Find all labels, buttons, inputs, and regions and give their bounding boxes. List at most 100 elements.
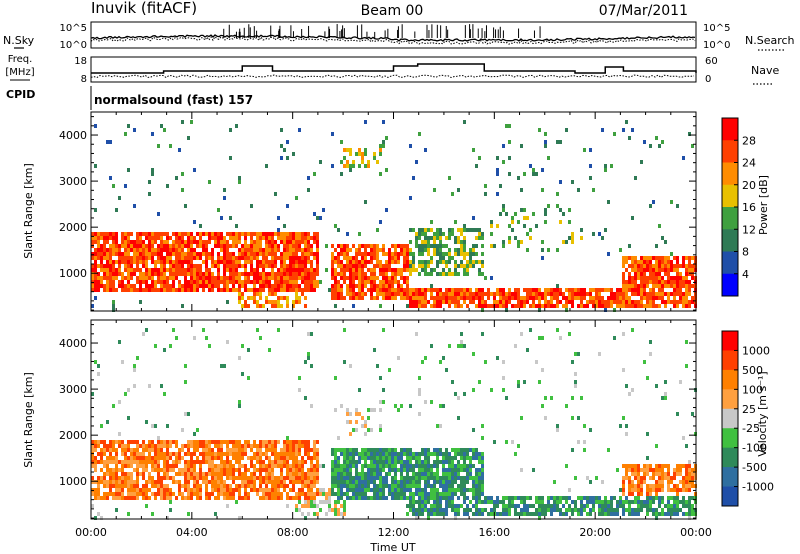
power-cell-652 [232,252,235,256]
power-cell-287 [151,256,154,260]
power-cell-639 [229,252,232,256]
velocity-cell-439 [190,492,193,496]
power-cell-1456 [406,292,409,296]
velocity-cell-1950 [580,512,583,516]
velocity-cell-897 [298,444,301,448]
velocity-cell-1828 [517,384,520,388]
velocity-cell-2175 [664,396,667,400]
velocity-cell-522 [211,460,214,464]
velocity-cell-1496 [427,492,430,496]
power-cell-824 [265,280,268,284]
velocity-cell-818 [280,460,283,464]
velocity-cell-788 [271,492,274,496]
power-cell-1703 [463,292,466,296]
power-cell-355 [166,244,169,248]
power-cell-124 [115,248,118,252]
power-cell-786 [259,248,262,252]
power-cell-1747 [478,156,481,160]
velocity-cell-1012 [322,464,325,468]
velocity-cell-1535 [436,460,439,464]
velocity-cell-979 [313,448,316,452]
velocity-cell-549 [217,464,220,468]
power-cell-2013 [589,148,592,152]
power-cell-2089 [622,300,625,304]
velocity-cell-1910 [562,496,565,500]
velocity-cell-602 [229,448,232,452]
power-cell-746 [250,272,253,276]
velocity-cell-219 [139,472,142,476]
velocity-cell-1263 [379,448,382,452]
power-cell-1962 [562,212,565,216]
power-cell-1117 [331,268,334,272]
power-cell-1490 [415,244,418,248]
velocity-cell-351 [169,452,172,456]
velocity-cell-2026 [622,508,625,512]
velocity-cell-141 [121,492,124,496]
velocity-cell-47 [100,480,103,484]
power-cell-1738 [475,228,478,232]
velocity-cell-518 [211,440,214,444]
power-cell-186 [130,232,133,236]
velocity-cell-2223 [679,464,682,468]
velocity-cell-921 [301,488,304,492]
velocity-cell-776 [271,440,274,444]
velocity-cell-1515 [430,512,433,516]
power-cell-0 [91,232,94,236]
velocity-cell-1662 [460,452,463,456]
velocity-cell-534 [214,456,217,460]
power-cell-1788 [490,304,493,308]
velocity-cell-774 [268,492,271,496]
power-cell-18 [94,236,97,240]
velocity-cell-1795 [496,512,499,516]
power-cell-2039 [601,288,604,292]
velocity-cell-1949 [580,508,583,512]
velocity-cell-1803 [502,504,505,508]
velocity-cell-1422 [415,464,418,468]
velocity-cell-1390 [409,452,412,456]
power-cell-2041 [601,300,604,304]
velocity-cell-1656 [457,508,460,512]
velocity-cell-2089 [640,488,643,492]
velocity-cell-845 [286,464,289,468]
power-cell-2292 [673,284,676,288]
power-cell-439 [184,240,187,244]
power-cell-626 [226,264,229,268]
velocity-cell-1088 [343,452,346,456]
power-cell-1016 [298,300,301,304]
velocity-cell-325 [163,468,166,472]
power-cell-1960 [559,292,562,296]
freq-panel: Freq. [MHz] 18 8 60 0 Nave [5,54,779,85]
power-cell-2343 [688,132,691,136]
velocity-cell-167 [127,488,130,492]
velocity-cell-1252 [376,472,379,476]
power-cell-1799 [496,288,499,292]
velocity-cell-1850 [526,512,529,516]
power-cell-961 [289,280,292,284]
velocity-cell-2033 [625,472,628,476]
power-cell-1014 [298,288,301,292]
power-cell-12 [91,288,94,292]
velocity-cell-934 [304,480,307,484]
velocity-cell-443 [193,440,196,444]
power-cell-1139 [337,252,340,256]
power-cell-2145 [637,284,640,288]
power-cell-858 [271,300,274,304]
power-cell-380 [172,244,175,248]
velocity-cell-828 [283,444,286,448]
velocity-cell-1105 [346,448,349,452]
power-cell-1882 [529,164,532,168]
velocity-cell-2062 [634,464,637,468]
power-cell-1021 [301,252,304,256]
power-cell-1166 [343,164,346,168]
power-cell-1272 [364,200,367,204]
velocity-cell-1274 [379,492,382,496]
velocity-cell-251 [148,384,151,388]
velocity-cell-357 [169,492,172,496]
power-cell-753 [253,248,256,252]
velocity-cell-1633 [454,472,457,476]
power-cell-433 [181,272,184,276]
velocity-cell-33 [97,480,100,484]
velocity-cell-1491 [427,468,430,472]
power-cell-1776 [484,300,487,304]
power-cell-1978 [568,292,571,296]
